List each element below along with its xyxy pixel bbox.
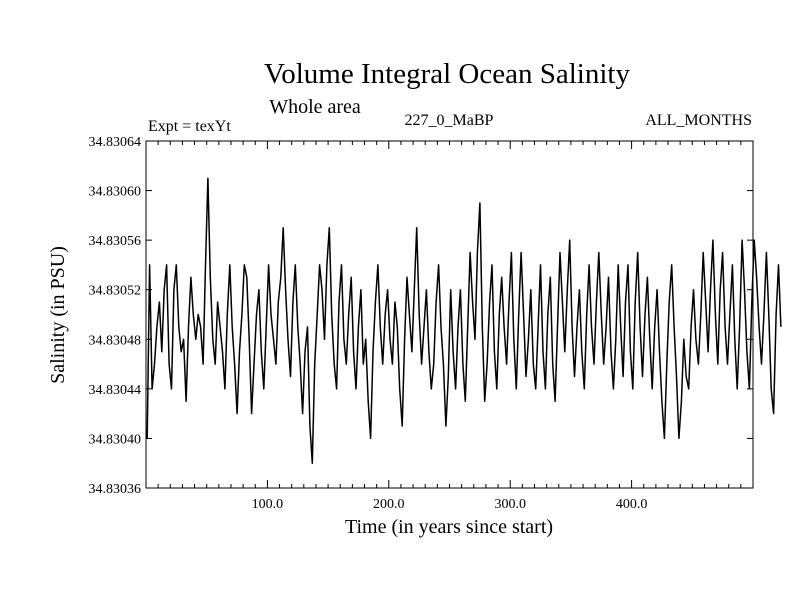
- expt-label: Expt = texYt: [148, 118, 231, 135]
- x-tick-label: 300.0: [494, 497, 526, 512]
- y-tick-label: 34.83056: [89, 234, 142, 249]
- y-tick-label: 34.83052: [89, 284, 142, 299]
- x-tick-label: 400.0: [616, 497, 648, 512]
- y-axis-label: Salinity (in PSU): [47, 246, 69, 384]
- y-tick-label: 34.83060: [89, 185, 142, 200]
- x-tick-label: 100.0: [252, 497, 284, 512]
- y-tick-label: 34.83040: [89, 432, 142, 447]
- months-label: ALL_MONTHS: [645, 112, 752, 129]
- x-axis: 100.0 200.0 300.0 400.0: [157, 141, 742, 512]
- salinity-series-line: [146, 177, 782, 464]
- x-tick-label: 200.0: [373, 497, 405, 512]
- chart-subtitle: Whole area: [269, 96, 361, 118]
- y-tick-label: 34.83064: [89, 135, 142, 150]
- x-axis-label: Time (in years since start): [345, 516, 553, 538]
- y-tick-label: 34.83044: [89, 383, 142, 398]
- chart-title: Volume Integral Ocean Salinity: [264, 58, 630, 90]
- period-label: 227_0_MaBP: [405, 112, 494, 129]
- y-tick-label: 34.83048: [89, 333, 142, 348]
- y-axis: 34.83036 34.83040 34.83044 34.83048 34.83052…: [89, 135, 753, 497]
- y-tick-label: 34.83036: [89, 482, 142, 497]
